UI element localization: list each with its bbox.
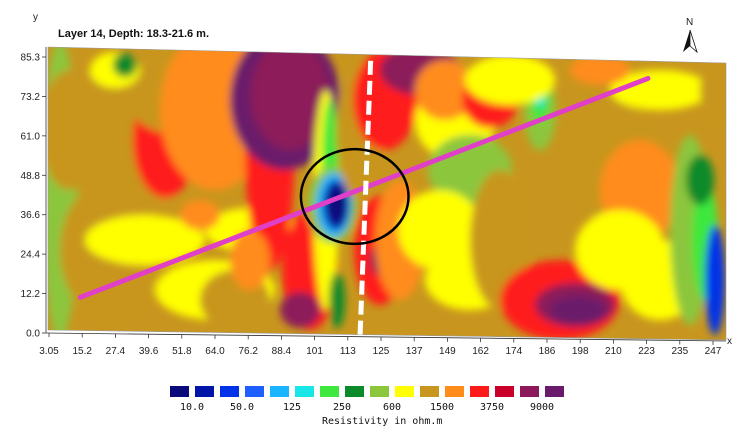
- x-tick-label: 125: [373, 346, 390, 357]
- x-tick-label: 51.8: [172, 346, 192, 357]
- legend-label: 600: [383, 402, 401, 413]
- dashed-line: [357, 55, 374, 335]
- legend-label: 125: [283, 402, 301, 413]
- heatmap-area: [48, 47, 726, 340]
- resistivity-blob: [705, 225, 725, 335]
- legend-swatch: [420, 386, 439, 397]
- legend-swatch: [370, 386, 389, 397]
- y-tick-label: 73.2: [21, 92, 41, 103]
- resistivity-blob: [550, 296, 606, 324]
- legend-swatch: [445, 386, 464, 397]
- legend-swatch: [270, 386, 289, 397]
- legend-label: 3750: [480, 402, 504, 413]
- legend-label: 9000: [530, 402, 554, 413]
- resistivity-blob: [700, 55, 726, 125]
- legend-swatch: [495, 386, 514, 397]
- legend-swatch: [470, 386, 489, 397]
- x-tick-label: 235: [671, 346, 688, 357]
- x-tick-label: 76.2: [238, 346, 258, 357]
- legend-swatch: [220, 386, 239, 397]
- x-tick-label: 39.6: [139, 346, 159, 357]
- x-axis-letter: x: [727, 336, 732, 347]
- x-tick-label: 247: [705, 346, 722, 357]
- legend-label: 1500: [430, 402, 454, 413]
- y-tick-label: 12.2: [21, 289, 41, 300]
- x-tick-label: 186: [539, 346, 556, 357]
- y-axis-letter: y: [33, 12, 38, 23]
- resistivity-blob: [280, 292, 320, 328]
- chart-title: Layer 14, Depth: 18.3-21.6 m.: [58, 28, 209, 40]
- x-tick-label: 198: [572, 346, 589, 357]
- legend-swatch: [395, 386, 414, 397]
- x-tick-label: 174: [505, 346, 522, 357]
- resistivity-blob: [570, 55, 630, 85]
- resistivity-blob: [398, 190, 482, 270]
- north-arrow-icon: N: [683, 17, 698, 54]
- x-axis-line: [45, 332, 727, 342]
- legend-swatch: [320, 386, 339, 397]
- y-tick-label: 0.0: [26, 329, 40, 340]
- resistivity-blob: [686, 155, 714, 205]
- resistivity-blob: [610, 70, 710, 110]
- resistivity-blob: [230, 230, 270, 290]
- x-tick-label: 162: [472, 346, 489, 357]
- y-tick-label: 85.3: [21, 53, 41, 64]
- x-tick-label: 223: [638, 346, 655, 357]
- x-ticks: 3.05 15.2 27.4 39.6 51.8 64.0 76.2 88.4 101 113 12…: [39, 333, 722, 357]
- x-tick-label: 137: [406, 346, 423, 357]
- x-tick-label: 101: [306, 346, 323, 357]
- resistivity-blob: [465, 55, 555, 105]
- y-tick-label: 61.0: [21, 131, 41, 142]
- legend-swatch: [345, 386, 364, 397]
- x-tick-label: 15.2: [72, 346, 92, 357]
- x-tick-label: 113: [340, 346, 356, 357]
- annotations: [77, 55, 651, 335]
- y-tick-label: 24.4: [21, 250, 41, 261]
- legend-swatch: [295, 386, 314, 397]
- resistivity-blob: [250, 47, 330, 150]
- resistivity-blob: [328, 187, 346, 223]
- resistivity-blob: [180, 200, 220, 230]
- x-tick-label: 64.0: [205, 346, 225, 357]
- north-label: N: [686, 17, 693, 28]
- legend-swatch: [520, 386, 539, 397]
- legend-swatch: [170, 386, 189, 397]
- x-tick-label: 27.4: [106, 346, 126, 357]
- resistivity-blob: [329, 272, 345, 328]
- y-tick-label: 36.6: [21, 210, 41, 221]
- anomaly-circle: [299, 147, 410, 246]
- heatmap-frame: [47, 46, 727, 341]
- resistivity-blob: [415, 60, 475, 120]
- legend-swatch: [195, 386, 214, 397]
- x-tick-label: 3.05: [39, 346, 59, 357]
- legend: 10.0 50.0 125 250 600 1500 3750 9000: [170, 386, 564, 413]
- legend-label: 10.0: [180, 402, 204, 413]
- y-tick-label: 48.8: [21, 171, 41, 182]
- x-tick-label: 210: [605, 346, 622, 357]
- legend-label: 250: [333, 402, 351, 413]
- legend-swatch: [245, 386, 264, 397]
- y-ticks: 85.3 73.2 61.0 48.8 36.6 24.4 12.2 0.0: [21, 53, 46, 340]
- x-tick-label: 149: [439, 346, 456, 357]
- resistivity-blob: [85, 215, 205, 265]
- resistivity-blob: [113, 53, 137, 77]
- x-tick-label: 88.4: [272, 346, 292, 357]
- legend-swatch: [545, 386, 564, 397]
- legend-label: 50.0: [230, 402, 254, 413]
- legend-title: Resistivity in ohm.m: [322, 416, 442, 427]
